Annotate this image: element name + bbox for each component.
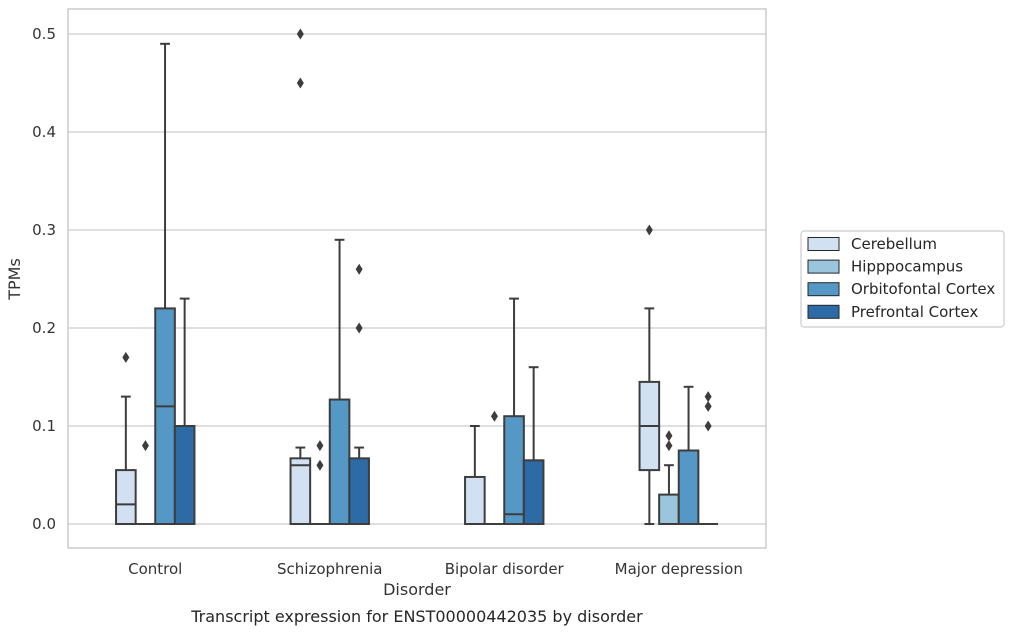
box-orbitofontal-cortex <box>328 238 351 526</box>
legend-swatch <box>807 237 840 251</box>
box-body <box>328 398 351 526</box>
legend-swatch <box>807 304 840 319</box>
y-axis-title: TPMs <box>5 258 24 301</box>
outlier-marker <box>316 459 324 471</box>
outlier-marker <box>645 224 653 236</box>
box-body <box>115 469 137 526</box>
box-body <box>658 493 680 526</box>
outlier-marker <box>665 440 673 452</box>
box-orbitofontal-cortex <box>677 385 700 525</box>
box-body <box>677 449 700 525</box>
box-hipppocampus <box>658 430 680 526</box>
legend-label: Orbitofontal Cortex <box>851 280 995 298</box>
plot-area <box>115 28 718 526</box>
box-body <box>522 459 545 525</box>
outlier-marker <box>704 400 712 412</box>
legend-label: Cerebellum <box>851 235 937 253</box>
y-tick-label: 0.3 <box>32 221 56 239</box>
box-body <box>154 307 176 525</box>
legend-label: Hipppocampus <box>851 258 963 276</box>
box-body <box>173 425 196 525</box>
box-prefrontal-cortex <box>698 391 718 525</box>
box-body <box>348 457 370 525</box>
outlier-marker <box>490 410 498 422</box>
box-hipppocampus <box>484 410 505 525</box>
box-body <box>289 457 312 525</box>
x-axis-title: Disorder <box>383 580 451 599</box>
box-orbitofontal-cortex <box>154 42 176 525</box>
y-tick-label: 0.4 <box>32 123 56 141</box>
box-cerebellum <box>638 224 661 525</box>
y-axis-ticks: 0.0 0.1 0.2 0.3 0.4 0.5 <box>32 25 56 533</box>
box-prefrontal-cortex <box>348 263 370 525</box>
outlier-marker <box>316 440 324 452</box>
box-cerebellum <box>464 425 486 525</box>
box-hipppocampus <box>135 440 156 525</box>
outlier-marker <box>665 430 673 442</box>
outlier-marker <box>704 420 712 432</box>
plot-frame <box>67 8 767 549</box>
legend-swatch <box>807 259 840 274</box>
outlier-marker <box>296 77 304 89</box>
outlier-marker <box>141 440 149 452</box>
outlier-marker <box>355 263 363 275</box>
x-tick-label: Control <box>128 560 182 578</box>
box-hipppocampus <box>310 440 330 525</box>
chart-caption: Transcript expression for ENST0000044203… <box>190 607 643 626</box>
x-tick-label: Schizophrenia <box>277 560 382 578</box>
outlier-marker <box>355 322 363 334</box>
box-orbitofontal-cortex <box>503 297 525 526</box>
y-tick-label: 0.2 <box>32 319 56 337</box>
box-body <box>503 415 525 526</box>
y-tick-label: 0.5 <box>32 25 56 43</box>
x-tick-label: Major depression <box>615 560 743 578</box>
legend-frame <box>800 230 1005 328</box>
y-tick-label: 0.1 <box>32 417 56 435</box>
box-prefrontal-cortex <box>522 366 545 525</box>
box-cerebellum <box>289 28 312 525</box>
y-tick-label: 0.0 <box>32 515 56 533</box>
outlier-marker <box>122 351 130 363</box>
outlier-marker <box>296 28 304 40</box>
box-prefrontal-cortex <box>173 297 196 525</box>
x-axis-ticks: Control Schizophrenia Bipolar disorder Majo… <box>128 560 743 578</box>
outlier-marker <box>704 391 712 403</box>
legend-label: Prefrontal Cortex <box>851 303 978 321</box>
box-cerebellum <box>115 351 137 526</box>
legend-swatch <box>807 282 840 297</box>
x-tick-label: Bipolar disorder <box>445 560 565 578</box>
box-body <box>464 475 486 525</box>
legend: Cerebellum Hipppocampus Orbitofontal Corte… <box>800 230 1005 328</box>
